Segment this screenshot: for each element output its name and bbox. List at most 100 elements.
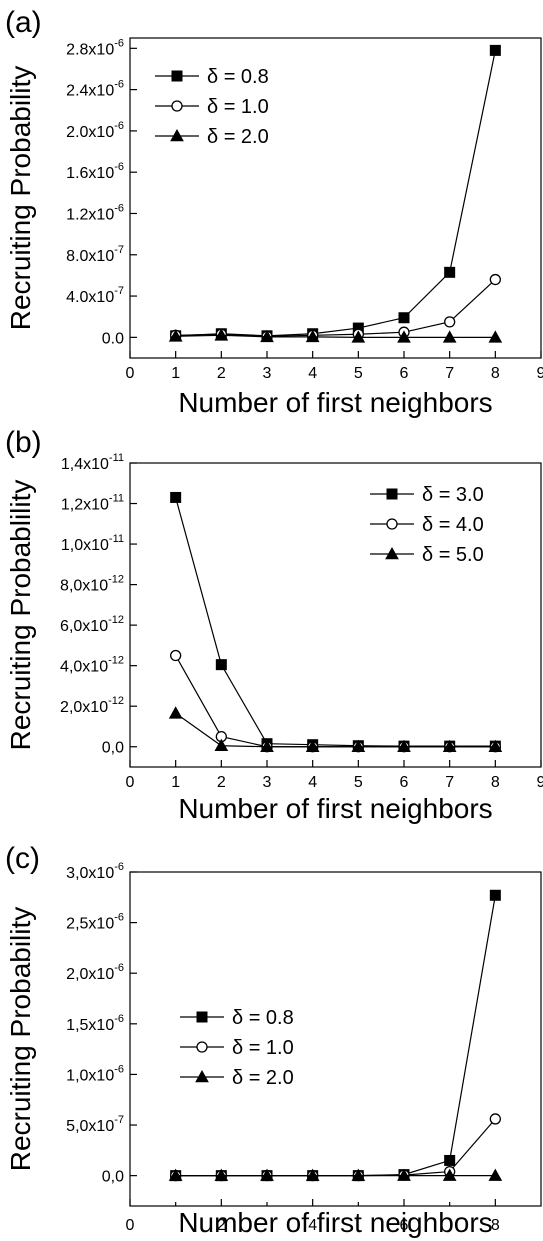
data-point — [260, 739, 274, 753]
y-tick-label: 1,0x10-6 — [66, 1063, 124, 1084]
x-tick-label: 7 — [445, 365, 454, 382]
x-tick-label: 1 — [171, 365, 180, 382]
data-point — [488, 1168, 503, 1181]
y-tick-label: 0.0 — [102, 330, 124, 347]
series-line-1 — [175, 497, 496, 747]
data-point — [170, 649, 182, 662]
x-tick-label: 2 — [217, 365, 226, 382]
x-tick-label: 6 — [400, 774, 409, 791]
y-tick-label: 8.0x10-7 — [66, 244, 124, 265]
y-axis-title: Recruiting Probablility — [5, 480, 36, 751]
data-point — [444, 266, 456, 278]
data-point — [489, 889, 501, 901]
legend-label: δ = 2.0 — [232, 1067, 294, 1089]
y-axis-title: Recruiting Probability — [5, 907, 36, 1172]
chart-panel-3: (c) 0 2 4 6 8 0,0 5,0x10-7 1,0x10-6 1,5x10-6 2,0x1… — [5, 842, 542, 1238]
x-tick-label: 4 — [308, 365, 317, 382]
data-point — [260, 329, 274, 343]
x-tick-label: 7 — [445, 774, 454, 791]
data-point — [444, 1154, 456, 1166]
data-point — [488, 330, 503, 343]
legend-marker — [196, 1041, 208, 1053]
legend-label: δ = 4.0 — [422, 514, 484, 536]
data-point — [215, 659, 227, 671]
legend-marker — [386, 518, 398, 530]
x-tick-label: 1 — [171, 774, 180, 791]
y-tick-label: 0,0 — [102, 1169, 124, 1186]
y-tick-label: 0,0 — [102, 740, 124, 757]
data-point — [305, 739, 320, 753]
x-tick-label: 6 — [400, 1217, 409, 1234]
x-tick-label: 9 — [537, 365, 543, 382]
legend-label: δ = 1.0 — [207, 96, 269, 118]
x-tick-label: 3 — [263, 365, 272, 382]
series-line-3 — [175, 712, 496, 748]
x-tick-label: 9 — [537, 774, 543, 791]
y-tick-label: 2,0x10-12 — [60, 695, 124, 716]
y-tick-label: 1,2x10-11 — [61, 493, 124, 514]
x-tick-label: 6 — [400, 365, 409, 382]
x-axis-title: Number of first neighbors — [178, 387, 492, 418]
y-tick-label: 4,0x10-12 — [60, 655, 124, 676]
legend-marker — [170, 128, 184, 142]
y-tick-label: 2,5x10-6 — [66, 912, 124, 933]
y-tick-label: 2.0x10-6 — [66, 120, 124, 141]
data-point — [260, 1168, 274, 1181]
data-point — [305, 1168, 320, 1181]
data-point — [444, 316, 456, 328]
x-tick-label: 0 — [126, 1217, 135, 1234]
y-tick-label: 1,5x10-6 — [66, 1013, 124, 1034]
y-tick-label: 1,4x10-11 — [61, 452, 124, 473]
data-point — [489, 44, 501, 56]
data-point — [214, 328, 229, 341]
y-tick-label: 3,0x10-6 — [66, 861, 124, 882]
x-tick-label: 5 — [354, 774, 363, 791]
legend-label: δ = 2.0 — [207, 126, 269, 148]
x-tick-label: 3 — [263, 774, 272, 791]
data-point — [488, 739, 503, 753]
x-tick-label: 8 — [491, 774, 500, 791]
panel-label: (a) — [5, 6, 42, 39]
data-point — [351, 739, 366, 753]
legend-marker — [195, 1069, 209, 1083]
data-point — [168, 1168, 183, 1181]
data-point — [442, 739, 457, 753]
y-tick-label: 1.6x10-6 — [66, 161, 124, 182]
data-point — [489, 273, 501, 286]
series-line-2 — [175, 279, 496, 337]
data-point — [489, 1113, 501, 1125]
x-tick-label: 0 — [126, 774, 135, 791]
panel-label: (b) — [5, 426, 42, 459]
chart-panel-2: (b) 0 1 2 3 4 5 6 7 8 9 0,0 2,0x10-12 4,0x10-12 6,0x10… — [5, 426, 543, 824]
data-point — [168, 329, 183, 342]
x-tick-label: 8 — [491, 365, 500, 382]
y-tick-label: 8,0x10-12 — [60, 574, 124, 595]
y-tick-label: 1.2x10-6 — [66, 202, 124, 223]
y-tick-label: 4.0x10-7 — [66, 285, 124, 306]
y-tick-label: 2.8x10-6 — [66, 37, 124, 58]
data-point — [397, 1168, 411, 1181]
y-tick-label: 2.4x10-6 — [66, 79, 124, 100]
x-tick-label: 4 — [308, 774, 317, 791]
data-point — [214, 1168, 229, 1181]
legend-label: δ = 3.0 — [422, 484, 484, 506]
legend-label: δ = 5.0 — [422, 544, 484, 566]
data-point — [398, 312, 410, 324]
x-tick-label: 2 — [217, 1217, 226, 1234]
series-line-1 — [175, 50, 496, 337]
panel-label: (c) — [5, 842, 40, 875]
x-tick-label: 8 — [491, 1217, 500, 1234]
legend-label: δ = 0.8 — [207, 66, 269, 88]
data-point — [442, 330, 457, 343]
legend-marker — [171, 70, 183, 82]
y-tick-label: 1,0x10-11 — [61, 533, 124, 554]
series-line-1 — [175, 895, 496, 1177]
legend-marker — [386, 488, 398, 500]
y-tick-label: 6,0x10-12 — [60, 614, 124, 635]
plot-frame — [129, 871, 542, 1207]
legend-marker — [171, 100, 183, 112]
x-tick-label: 2 — [217, 774, 226, 791]
data-point — [214, 738, 229, 752]
data-point — [397, 330, 411, 343]
